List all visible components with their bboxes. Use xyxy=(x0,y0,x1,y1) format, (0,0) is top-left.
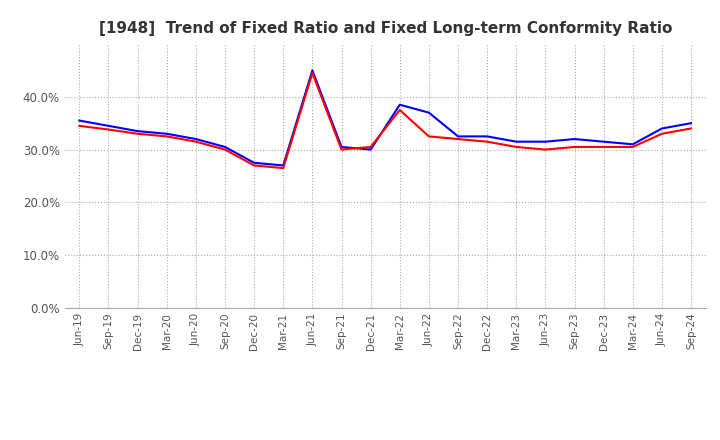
Fixed Long-term Conformity Ratio xyxy=(163,134,171,139)
Fixed Long-term Conformity Ratio xyxy=(687,126,696,131)
Fixed Ratio xyxy=(629,142,637,147)
Fixed Ratio xyxy=(483,134,492,139)
Fixed Ratio xyxy=(75,118,84,123)
Fixed Long-term Conformity Ratio xyxy=(337,147,346,152)
Fixed Ratio xyxy=(454,134,462,139)
Fixed Long-term Conformity Ratio xyxy=(220,147,229,152)
Fixed Ratio xyxy=(425,110,433,115)
Fixed Long-term Conformity Ratio xyxy=(425,134,433,139)
Fixed Long-term Conformity Ratio xyxy=(366,144,375,150)
Fixed Long-term Conformity Ratio xyxy=(279,165,287,171)
Fixed Long-term Conformity Ratio xyxy=(133,131,142,136)
Line: Fixed Long-term Conformity Ratio: Fixed Long-term Conformity Ratio xyxy=(79,73,691,168)
Line: Fixed Ratio: Fixed Ratio xyxy=(79,70,691,165)
Fixed Ratio xyxy=(541,139,550,144)
Fixed Long-term Conformity Ratio xyxy=(192,139,200,144)
Fixed Ratio xyxy=(657,126,666,131)
Fixed Ratio xyxy=(133,128,142,134)
Fixed Long-term Conformity Ratio xyxy=(483,139,492,144)
Fixed Long-term Conformity Ratio xyxy=(541,147,550,152)
Title: [1948]  Trend of Fixed Ratio and Fixed Long-term Conformity Ratio: [1948] Trend of Fixed Ratio and Fixed Lo… xyxy=(99,21,672,36)
Fixed Ratio xyxy=(220,144,229,150)
Fixed Ratio xyxy=(279,163,287,168)
Fixed Ratio xyxy=(163,131,171,136)
Fixed Ratio xyxy=(104,123,113,128)
Fixed Ratio xyxy=(570,136,579,142)
Fixed Long-term Conformity Ratio xyxy=(308,70,317,76)
Fixed Ratio xyxy=(308,68,317,73)
Fixed Long-term Conformity Ratio xyxy=(250,163,258,168)
Fixed Ratio xyxy=(395,102,404,107)
Fixed Long-term Conformity Ratio xyxy=(599,144,608,150)
Fixed Ratio xyxy=(366,147,375,152)
Fixed Ratio xyxy=(599,139,608,144)
Fixed Ratio xyxy=(250,160,258,165)
Fixed Ratio xyxy=(192,136,200,142)
Fixed Long-term Conformity Ratio xyxy=(570,144,579,150)
Fixed Long-term Conformity Ratio xyxy=(395,107,404,113)
Fixed Ratio xyxy=(337,144,346,150)
Fixed Long-term Conformity Ratio xyxy=(104,127,113,132)
Fixed Long-term Conformity Ratio xyxy=(512,144,521,150)
Fixed Long-term Conformity Ratio xyxy=(454,136,462,142)
Fixed Long-term Conformity Ratio xyxy=(75,123,84,128)
Fixed Ratio xyxy=(512,139,521,144)
Fixed Long-term Conformity Ratio xyxy=(657,131,666,136)
Fixed Long-term Conformity Ratio xyxy=(629,144,637,150)
Fixed Ratio xyxy=(687,121,696,126)
